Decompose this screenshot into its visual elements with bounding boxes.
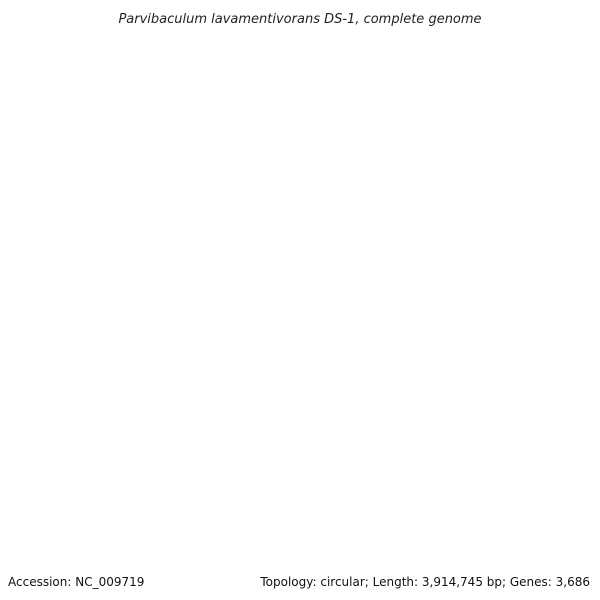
topology-summary: Topology: circular; Length: 3,914,745 bp… (259, 575, 590, 589)
accession-text: Accession: NC_009719 (8, 575, 144, 589)
genome-title: Parvibaculum lavamentivorans DS-1, compl… (118, 12, 481, 27)
